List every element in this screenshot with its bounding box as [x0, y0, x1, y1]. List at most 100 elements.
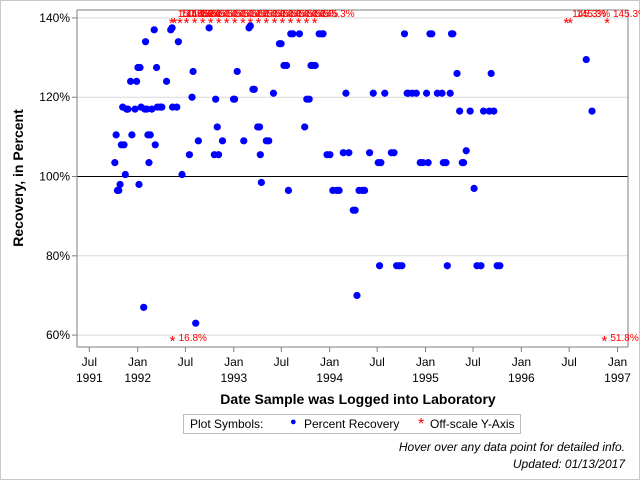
data-point[interactable] — [257, 178, 265, 187]
data-point[interactable] — [377, 159, 385, 167]
offscale-marker[interactable]: * — [601, 333, 607, 350]
offscale-points[interactable]: * 16.8% * 51.8%*150.8%*145%*145.5%*145%*145… — [169, 9, 640, 350]
data-point[interactable] — [342, 89, 350, 97]
data-point[interactable] — [398, 262, 406, 270]
data-point[interactable] — [446, 89, 454, 97]
data-point[interactable] — [230, 95, 239, 103]
data-point[interactable] — [136, 63, 144, 72]
data-point[interactable] — [265, 137, 273, 145]
data-point[interactable] — [148, 105, 156, 113]
data-point[interactable] — [424, 159, 432, 167]
data-point[interactable] — [335, 186, 343, 194]
offscale-marker[interactable]: * — [304, 15, 310, 32]
data-point[interactable] — [151, 141, 159, 149]
data-point[interactable] — [353, 291, 361, 300]
data-point[interactable] — [311, 61, 319, 70]
offscale-marker[interactable]: * — [192, 15, 198, 32]
data-point[interactable] — [146, 131, 154, 139]
offscale-marker[interactable]: * — [296, 15, 302, 32]
data-point[interactable] — [456, 107, 464, 115]
offscale-marker[interactable]: * — [247, 15, 253, 32]
offscale-marker[interactable]: * — [172, 15, 178, 32]
data-point[interactable] — [470, 184, 478, 193]
offscale-marker[interactable]: * — [232, 15, 238, 32]
data-point[interactable] — [487, 69, 495, 78]
data-point[interactable] — [326, 151, 334, 159]
offscale-marker[interactable]: * — [288, 15, 294, 32]
data-points[interactable] — [111, 22, 596, 327]
data-point[interactable] — [189, 67, 197, 76]
offscale-marker[interactable]: * — [567, 15, 573, 32]
data-point[interactable] — [115, 186, 123, 194]
data-point[interactable] — [255, 123, 264, 131]
data-point[interactable] — [453, 69, 461, 78]
data-point[interactable] — [400, 30, 409, 38]
data-point[interactable] — [375, 262, 384, 270]
data-point[interactable] — [289, 30, 297, 38]
data-point[interactable] — [213, 123, 221, 131]
data-point[interactable] — [121, 170, 129, 179]
data-point[interactable] — [162, 77, 171, 85]
data-point[interactable] — [145, 159, 153, 167]
data-point[interactable] — [490, 107, 498, 115]
offscale-marker[interactable]: * — [312, 15, 318, 32]
data-point[interactable] — [131, 105, 139, 113]
data-point[interactable] — [449, 30, 457, 38]
data-point[interactable] — [143, 105, 151, 113]
data-point[interactable] — [459, 159, 468, 167]
data-point[interactable] — [158, 103, 166, 111]
data-point[interactable] — [284, 186, 293, 194]
data-point[interactable] — [240, 137, 248, 145]
data-point[interactable] — [365, 149, 374, 157]
data-point[interactable] — [390, 149, 398, 157]
data-point[interactable] — [442, 159, 450, 167]
data-point[interactable] — [305, 95, 313, 103]
offscale-marker[interactable]: * — [177, 15, 183, 32]
data-point[interactable] — [277, 40, 285, 48]
offscale-marker[interactable]: * — [169, 15, 175, 32]
offscale-marker[interactable]: * — [216, 15, 222, 32]
data-point[interactable] — [126, 77, 135, 85]
data-point[interactable] — [194, 137, 202, 145]
data-point[interactable] — [360, 186, 369, 194]
offscale-marker[interactable]: * — [208, 15, 214, 32]
data-point[interactable] — [192, 319, 200, 327]
data-point[interactable] — [178, 170, 186, 179]
data-point[interactable] — [112, 131, 120, 139]
data-point[interactable] — [116, 180, 124, 189]
data-point[interactable] — [141, 38, 150, 46]
data-point[interactable] — [269, 89, 278, 97]
data-point[interactable] — [168, 24, 176, 32]
data-point[interactable] — [412, 89, 420, 97]
data-point[interactable] — [345, 149, 353, 157]
data-point[interactable] — [250, 85, 258, 93]
data-point[interactable] — [256, 151, 264, 159]
offscale-marker[interactable]: * — [256, 15, 262, 32]
data-point[interactable] — [295, 30, 304, 38]
data-point[interactable] — [218, 137, 227, 145]
data-point[interactable] — [477, 262, 485, 270]
data-point[interactable] — [128, 131, 136, 139]
data-point[interactable] — [124, 105, 132, 113]
offscale-marker[interactable]: * — [200, 15, 206, 32]
data-point[interactable] — [381, 89, 389, 97]
data-point[interactable] — [205, 24, 213, 32]
data-point[interactable] — [462, 147, 470, 155]
data-point[interactable] — [212, 95, 220, 103]
data-point[interactable] — [120, 141, 128, 149]
data-point[interactable] — [351, 206, 359, 214]
data-point[interactable] — [282, 61, 291, 70]
data-point[interactable] — [428, 30, 436, 38]
data-point[interactable] — [135, 180, 143, 189]
data-point[interactable] — [188, 93, 196, 101]
data-point[interactable] — [173, 103, 181, 111]
data-point[interactable] — [582, 55, 590, 64]
offscale-marker[interactable]: * — [170, 333, 176, 350]
data-point[interactable] — [150, 26, 158, 34]
data-point[interactable] — [422, 89, 431, 97]
data-point[interactable] — [301, 123, 309, 131]
data-point[interactable] — [214, 151, 223, 159]
data-point[interactable] — [443, 262, 451, 270]
offscale-marker[interactable]: * — [604, 15, 610, 32]
data-point[interactable] — [466, 107, 474, 115]
